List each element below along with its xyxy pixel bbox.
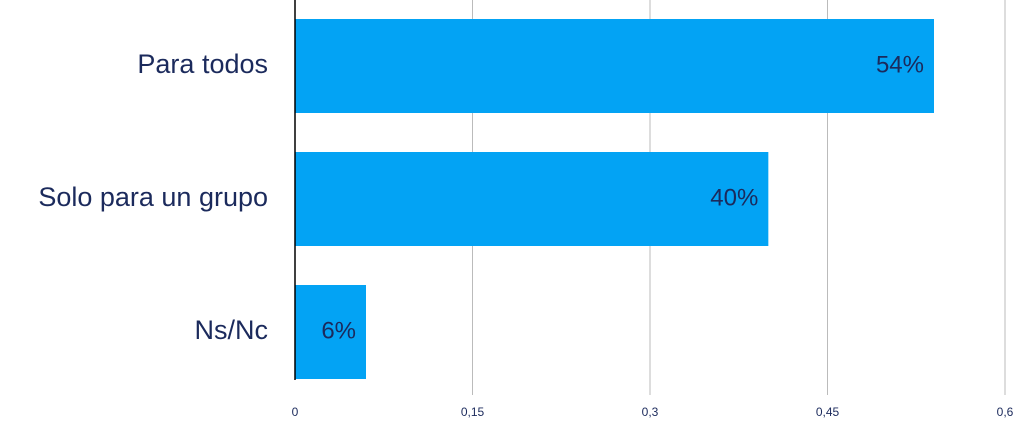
value-label: 54% [876, 51, 924, 78]
x-tick-label: 0,15 [461, 405, 485, 419]
category-label: Solo para un grupo [38, 182, 268, 212]
x-tick-label: 0 [292, 405, 299, 419]
x-tick-label: 0,45 [816, 405, 840, 419]
bar [295, 285, 366, 379]
x-tick-label: 0,6 [997, 405, 1014, 419]
value-label: 40% [710, 184, 758, 211]
bar [295, 152, 769, 246]
category-label: Para todos [137, 49, 268, 79]
bar [295, 19, 934, 113]
category-label: Ns/Nc [195, 315, 269, 345]
x-tick-label: 0,3 [642, 405, 659, 419]
value-label: 6% [321, 317, 356, 344]
